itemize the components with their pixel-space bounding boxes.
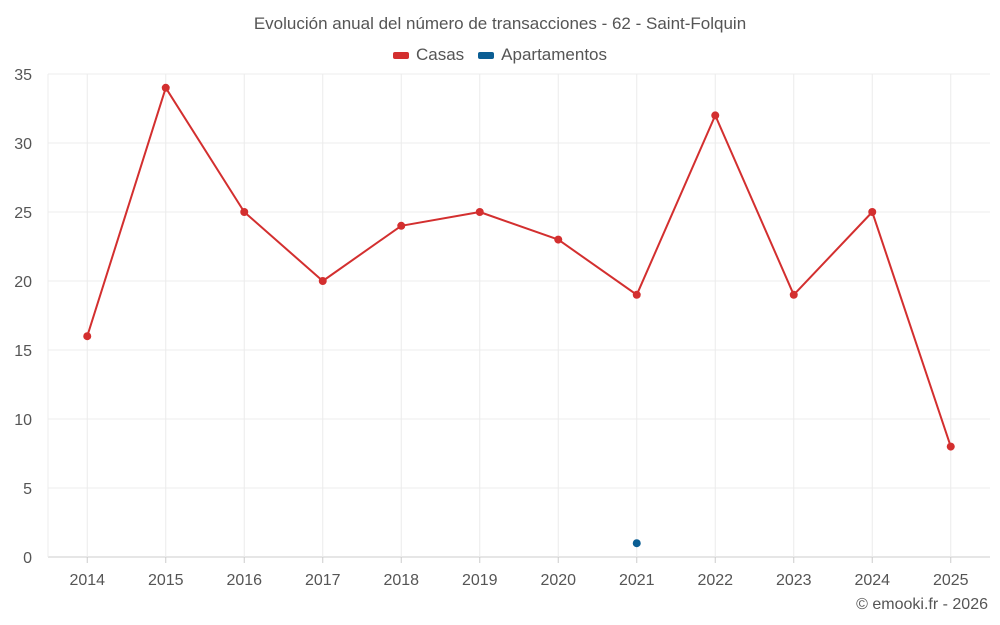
- y-tick-label: 5: [23, 481, 32, 498]
- x-tick-label: 2015: [148, 572, 184, 589]
- legend-item-apartamentos[interactable]: Apartamentos: [478, 45, 607, 65]
- legend-swatch-apartamentos: [478, 51, 495, 59]
- y-tick-label: 0: [23, 550, 32, 567]
- y-tick-label: 35: [14, 67, 32, 84]
- x-tick-label: 2019: [462, 572, 498, 589]
- legend: Casas Apartamentos: [0, 45, 1000, 65]
- data-point-series-1: [632, 539, 641, 548]
- x-tick-label: 2016: [226, 572, 262, 589]
- data-point-series-0: [397, 221, 406, 230]
- data-point-series-0: [946, 442, 955, 451]
- x-tick-label: 2014: [69, 572, 105, 589]
- y-tick-label: 25: [14, 205, 32, 222]
- x-tick-label: 2018: [383, 572, 419, 589]
- y-tick-label: 10: [14, 412, 32, 429]
- data-point-series-0: [554, 235, 563, 244]
- data-point-series-0: [83, 332, 92, 341]
- x-tick-label: 2022: [697, 572, 733, 589]
- data-point-series-0: [240, 208, 249, 216]
- legend-item-casas[interactable]: Casas: [392, 45, 465, 65]
- x-tick-label: 2021: [619, 572, 655, 589]
- chart-title: Evolución anual del número de transaccio…: [253, 14, 747, 33]
- x-tick-label: 2023: [776, 572, 812, 589]
- legend-label-casas: Casas: [415, 45, 465, 64]
- y-tick-label: 20: [14, 274, 32, 291]
- data-point-series-0: [711, 111, 720, 120]
- legend-label-apartamentos: Apartamentos: [501, 45, 608, 64]
- data-point-series-0: [868, 208, 877, 216]
- data-point-series-0: [789, 290, 798, 299]
- legend-swatch-casas: [392, 51, 409, 59]
- x-tick-label: 2025: [933, 572, 969, 589]
- data-point-series-0: [475, 208, 484, 216]
- y-tick-label: 15: [14, 343, 32, 360]
- y-tick-label: 30: [14, 136, 32, 153]
- credit-text: © emooki.fr - 2026: [856, 596, 988, 613]
- data-point-series-0: [318, 277, 327, 285]
- data-point-series-0: [632, 290, 641, 299]
- x-tick-label: 2017: [305, 572, 341, 589]
- x-tick-label: 2024: [854, 572, 890, 589]
- series-line-0: [86, 86, 952, 447]
- data-point-series-0: [161, 83, 170, 92]
- x-tick-label: 2020: [540, 572, 576, 589]
